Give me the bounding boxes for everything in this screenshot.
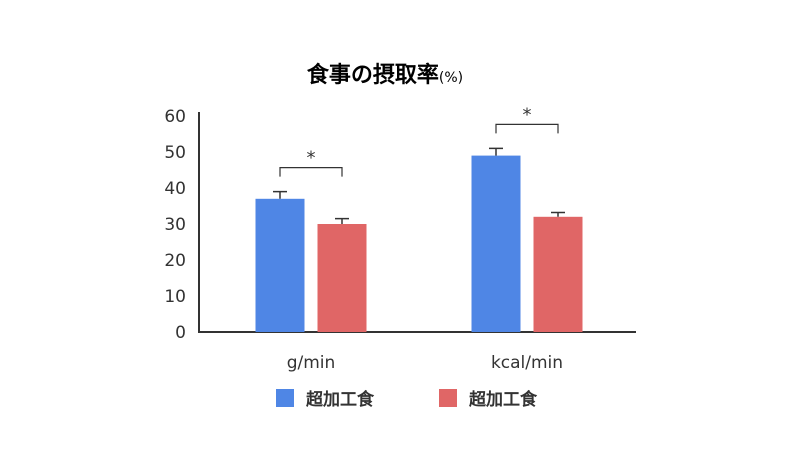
category-labels: g/min kcal/min bbox=[287, 353, 563, 373]
legend-label: 超加工食 bbox=[469, 389, 538, 410]
category-label: g/min bbox=[287, 353, 336, 373]
chart-title-unit: (%) bbox=[439, 70, 463, 86]
legend-label: 超加工食 bbox=[306, 389, 375, 410]
significance-markers: ** bbox=[279, 104, 559, 177]
y-tick-label: 30 bbox=[164, 215, 186, 235]
y-tick-label: 50 bbox=[164, 143, 186, 163]
y-tick-label: 40 bbox=[164, 179, 186, 199]
bar bbox=[255, 198, 305, 332]
bar bbox=[533, 216, 583, 332]
bar bbox=[317, 224, 367, 332]
legend-item: 超加工食 bbox=[439, 389, 538, 410]
y-tick-label: 60 bbox=[164, 107, 186, 127]
bars bbox=[255, 155, 583, 332]
y-tick-label: 20 bbox=[164, 251, 186, 271]
chart-title-main: 食事の摂取率 bbox=[307, 62, 439, 88]
bar bbox=[471, 155, 521, 332]
error-bar bbox=[551, 211, 565, 217]
error-bars bbox=[273, 147, 565, 224]
chart-title: 食事の摂取率(%) bbox=[307, 62, 463, 88]
y-tick-label: 0 bbox=[175, 323, 186, 343]
significance-bracket bbox=[495, 123, 559, 134]
legend: 超加工食 超加工食 bbox=[276, 389, 538, 410]
error-bar bbox=[489, 147, 503, 156]
error-bar bbox=[273, 190, 287, 199]
y-tick-label: 10 bbox=[164, 287, 186, 307]
legend-swatch bbox=[276, 389, 294, 407]
legend-swatch bbox=[439, 389, 457, 407]
significance-label: * bbox=[523, 104, 532, 125]
significance-bracket bbox=[279, 167, 343, 177]
legend-item: 超加工食 bbox=[276, 389, 375, 410]
significance-label: * bbox=[307, 148, 316, 169]
error-bar bbox=[335, 217, 349, 224]
category-label: kcal/min bbox=[491, 353, 563, 373]
